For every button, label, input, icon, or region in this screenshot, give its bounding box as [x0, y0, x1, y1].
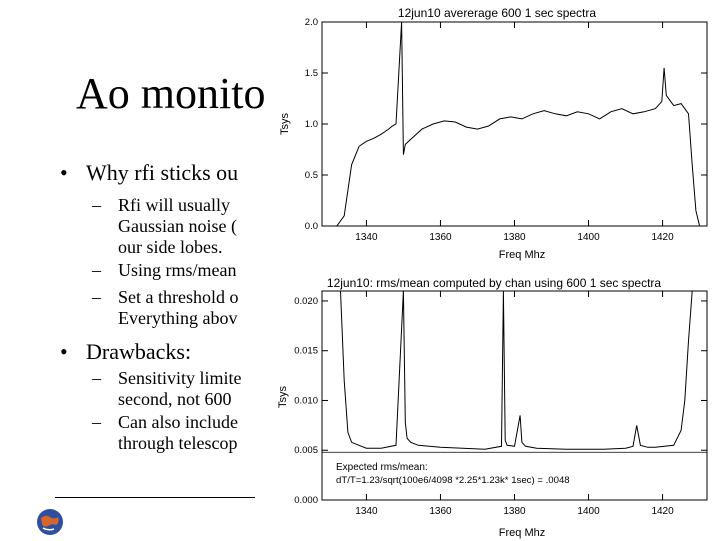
y-tick-label: 0.015: [294, 346, 318, 357]
sub-bullet-rfi-usually: – Rfi will usually Gaussian noise ( our s…: [92, 195, 237, 258]
y-tick-label: 0.000: [294, 495, 318, 506]
dash: –: [92, 195, 101, 215]
plot-frame: [321, 21, 708, 227]
x-tick-label: 1420: [651, 506, 674, 517]
sub-text: Using rms/mean: [118, 260, 237, 280]
y-tick-label: 1.0: [305, 119, 318, 130]
sub-text: Sensitivity limite: [118, 368, 242, 388]
x-axis-label: Freq Mhz: [499, 527, 545, 539]
bullet-text: Why rfi sticks ou: [86, 160, 239, 185]
y-tick-label: 1.5: [305, 68, 318, 79]
slide-title: Ao monito: [76, 69, 266, 118]
sub-text-cont: Everything abov: [118, 308, 238, 328]
y-tick-label: 0.010: [294, 395, 318, 406]
dash: –: [92, 368, 101, 388]
dash: –: [92, 260, 101, 280]
sub-bullet-rms-mean: – Using rms/mean: [92, 260, 237, 281]
sub-text-cont: our side lobes.: [118, 237, 223, 257]
bullet-text: Drawbacks:: [86, 339, 192, 364]
sub-bullet-threshold: – Set a threshold o Everything abov: [92, 287, 238, 329]
sub-text-cont: second, not 600: [118, 389, 232, 409]
rms-mean-plot-panel: 1340 1360 1380 1400 1420 0.000 0.005 0.010 0.015…: [272, 262, 720, 540]
spectra-plot-panel: 1340 1360 1380 1400 1420 0.0 0.5 1.0 1.5 2.0 12ju…: [272, 0, 720, 262]
sub-text-cont: through telescop: [118, 433, 238, 453]
y-tick-label: 2.0: [305, 17, 318, 28]
sub-bullet-can-include: – Can also include through telescop: [92, 412, 238, 454]
sub-text-cont: Gaussian noise (: [118, 216, 237, 236]
annotation-formula: dT/T=1.23/sqrt(100e6/4098 *2.25*1.23k* 1…: [336, 475, 570, 486]
x-tick-label: 1400: [577, 232, 600, 243]
x-tick-label: 1400: [577, 506, 600, 517]
bullet-drawbacks: • Drawbacks:: [60, 339, 191, 365]
average-spectra-plot: 1340 1360 1380 1400 1420 0.0 0.5 1.0 1.5 2.0 12ju…: [279, 6, 708, 261]
dash: –: [92, 287, 101, 307]
globe-logo-icon: [36, 508, 64, 536]
y-tick-label: 0.0: [305, 221, 318, 232]
y-axis-label: Tsys: [279, 113, 291, 136]
x-tick-label: 1380: [503, 506, 526, 517]
sub-text: Can also include: [118, 412, 238, 432]
x-tick-label: 1340: [355, 232, 378, 243]
dash: –: [92, 412, 101, 432]
y-tick-label: 0.005: [294, 445, 318, 456]
plot-title: 12jun10: rms/mean computed by chan using…: [327, 276, 662, 290]
annotation-label: Expected rms/mean:: [336, 462, 428, 473]
x-tick-label: 1420: [651, 232, 674, 243]
bullet-dot: •: [60, 160, 68, 185]
y-axis-label: Tsys: [277, 386, 289, 409]
bullet-dot: •: [60, 339, 68, 364]
series-line: [322, 290, 707, 450]
x-tick-label: 1380: [503, 232, 526, 243]
x-tick-label: 1340: [355, 506, 378, 517]
sub-text: Rfi will usually: [118, 195, 230, 215]
y-tick-label: 0.020: [294, 296, 318, 307]
plot-title: 12jun10 avererage 600 1 sec spectra: [398, 6, 596, 20]
bullet-why-rfi: • Why rfi sticks ou: [60, 160, 238, 186]
sub-bullet-sensitivity: – Sensitivity limite second, not 600: [92, 368, 242, 410]
x-tick-label: 1360: [429, 506, 452, 517]
footer-rule: [55, 497, 255, 498]
rms-mean-plot: 1340 1360 1380 1400 1420 0.000 0.005 0.010 0.015…: [277, 276, 708, 539]
series-line: [322, 21, 707, 227]
x-axis-label: Freq Mhz: [499, 249, 545, 261]
y-tick-label: 0.5: [305, 170, 318, 181]
sub-text: Set a threshold o: [118, 287, 239, 307]
x-tick-label: 1360: [429, 232, 452, 243]
